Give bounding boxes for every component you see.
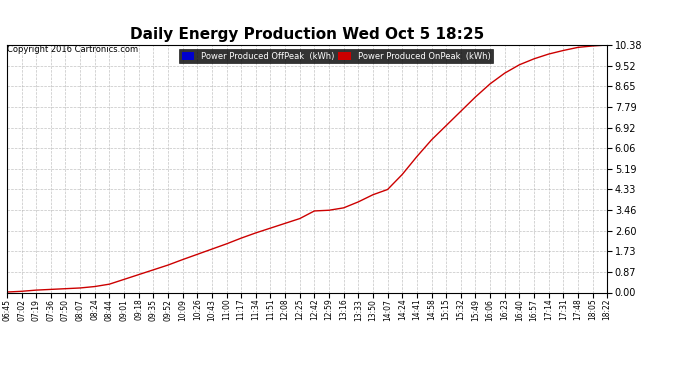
Title: Daily Energy Production Wed Oct 5 18:25: Daily Energy Production Wed Oct 5 18:25 xyxy=(130,27,484,42)
Legend: Power Produced OffPeak  (kWh), Power Produced OnPeak  (kWh): Power Produced OffPeak (kWh), Power Prod… xyxy=(179,49,493,63)
Text: Copyright 2016 Cartronics.com: Copyright 2016 Cartronics.com xyxy=(7,45,138,54)
